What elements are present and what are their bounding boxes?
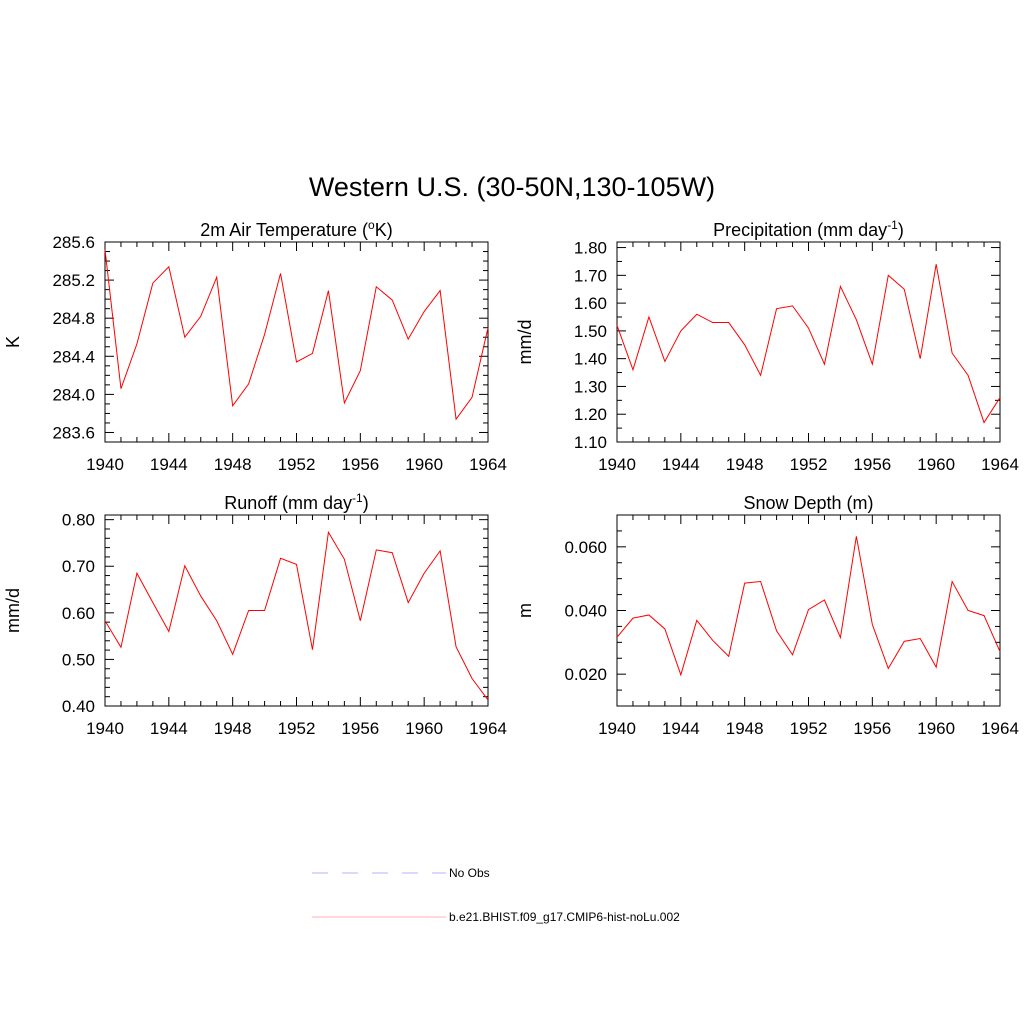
panel-title-main: Precipitation (mm day	[713, 220, 887, 240]
panel-title-suffix: K)	[375, 220, 393, 240]
y-axis-label: mm/d	[3, 588, 23, 633]
x-tick-label: 1940	[598, 455, 636, 474]
x-tick-label: 1952	[790, 719, 828, 738]
panel-title-main: Runoff (mm day	[224, 493, 352, 513]
y-tick-label: 1.50	[574, 322, 607, 341]
panel-title-suffix: )	[898, 220, 904, 240]
panel-1: 1940 1944 1948 1952 1956 1960 1964 283.6 284.0 28…	[3, 218, 507, 474]
x-tick-label: 1948	[214, 455, 252, 474]
y-tick-label: 283.6	[52, 423, 95, 442]
x-tick-label: 1940	[598, 719, 636, 738]
x-tick-label: 1940	[86, 455, 124, 474]
plot-frame	[104, 514, 489, 707]
y-tick-label: 284.4	[52, 347, 95, 366]
x-tick-label: 1956	[853, 455, 891, 474]
x-tick-label: 1944	[662, 719, 700, 738]
x-tick-label: 1964	[981, 455, 1019, 474]
x-tick-label: 1948	[726, 719, 764, 738]
y-axis-label: K	[3, 336, 23, 348]
series-line	[104, 530, 489, 701]
panel-3: 1940 1944 1948 1952 1956 1960 1964 0.40 0.50 0.60…	[3, 491, 507, 738]
x-tick-label: 1964	[469, 719, 507, 738]
panel-title-superscript: -1	[887, 218, 898, 232]
y-tick-label: 0.80	[62, 511, 95, 530]
y-tick-label: 1.80	[574, 239, 607, 258]
y-tick-label: 285.2	[52, 271, 95, 290]
y-tick-label: 284.0	[52, 385, 95, 404]
x-tick-label: 1964	[981, 719, 1019, 738]
x-tick-label: 1956	[341, 455, 379, 474]
x-tick-label: 1948	[726, 455, 764, 474]
series-line	[104, 249, 489, 421]
x-tick-label: 1944	[150, 719, 188, 738]
panel-2: 1940 1944 1948 1952 1956 1960 1964 1.10 1.20 1.30…	[515, 218, 1019, 474]
panel-title: Precipitation (mm day-1)	[713, 218, 904, 240]
panel-title-superscript: -1	[352, 491, 363, 505]
y-tick-label: 0.70	[62, 557, 95, 576]
plot-frame	[616, 241, 1001, 443]
y-tick-label: 1.10	[574, 433, 607, 452]
y-tick-label: 0.40	[62, 697, 95, 716]
x-tick-label: 1960	[917, 719, 955, 738]
panel-title: Snow Depth (m)	[743, 493, 873, 513]
panel-title-suffix: )	[363, 493, 369, 513]
y-tick-label: 1.60	[574, 294, 607, 313]
y-axis-label: m	[515, 603, 535, 618]
x-tick-label: 1960	[405, 455, 443, 474]
x-tick-label: 1964	[469, 455, 507, 474]
x-tick-label: 1960	[917, 455, 955, 474]
figure-title: Western U.S. (30-50N,130-105W)	[309, 172, 715, 202]
panels-group: 1940 1944 1948 1952 1956 1960 1964 283.6 284.0 28…	[3, 218, 1019, 738]
y-tick-label: 1.20	[574, 405, 607, 424]
x-tick-label: 1952	[278, 719, 316, 738]
panel-title: 2m Air Temperature (oK)	[200, 218, 392, 240]
y-tick-label: 0.060	[564, 538, 607, 557]
panel-title-main: 2m Air Temperature (	[200, 220, 368, 240]
legend-label-2: b.e21.BHIST.f09_g17.CMIP6-hist-noLu.002	[449, 910, 680, 924]
y-tick-label: 1.70	[574, 266, 607, 285]
y-tick-label: 0.040	[564, 602, 607, 621]
panel-title: Runoff (mm day-1)	[224, 491, 368, 513]
y-tick-label: 0.50	[62, 650, 95, 669]
x-tick-label: 1956	[341, 719, 379, 738]
y-tick-label: 1.40	[574, 350, 607, 369]
x-tick-label: 1944	[150, 455, 188, 474]
y-axis-label: mm/d	[515, 320, 535, 365]
x-tick-label: 1952	[790, 455, 828, 474]
panel-title-main: Snow Depth (m)	[743, 493, 873, 513]
x-tick-label: 1960	[405, 719, 443, 738]
y-tick-label: 285.6	[52, 233, 95, 252]
x-tick-label: 1940	[86, 719, 124, 738]
legend-label-1: No Obs	[449, 866, 490, 880]
y-tick-label: 284.8	[52, 309, 95, 328]
panel-4: 1940 1944 1948 1952 1956 1960 1964 0.020 0.040 0.…	[515, 493, 1019, 738]
legend: No Obs b.e21.BHIST.f09_g17.CMIP6-hist-noL…	[312, 866, 680, 924]
panel-title-superscript: o	[368, 218, 375, 232]
series-line	[616, 264, 1001, 424]
x-tick-label: 1956	[853, 719, 891, 738]
x-tick-label: 1948	[214, 719, 252, 738]
y-tick-label: 0.020	[564, 665, 607, 684]
x-tick-label: 1944	[662, 455, 700, 474]
series-line	[616, 536, 1001, 677]
plot-frame	[104, 241, 489, 443]
x-tick-label: 1952	[278, 455, 316, 474]
y-tick-label: 1.30	[574, 377, 607, 396]
y-tick-label: 0.60	[62, 604, 95, 623]
